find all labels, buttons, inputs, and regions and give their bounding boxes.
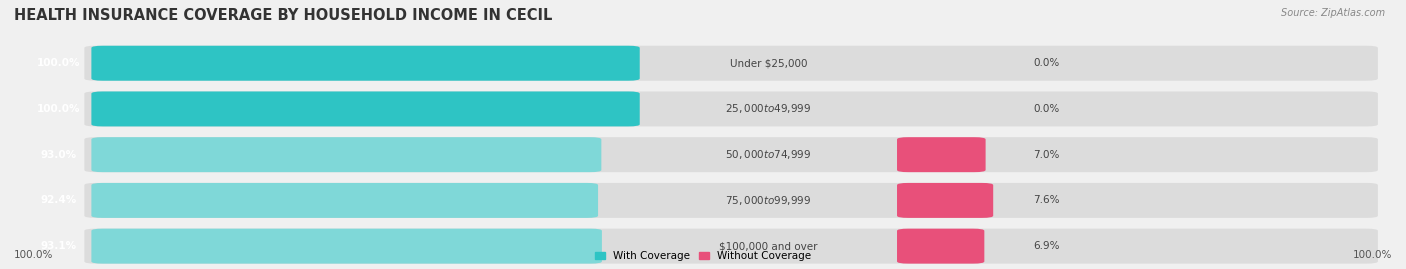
Text: $25,000 to $49,999: $25,000 to $49,999 xyxy=(725,102,811,115)
FancyBboxPatch shape xyxy=(91,229,602,264)
Text: 92.4%: 92.4% xyxy=(41,195,77,206)
FancyBboxPatch shape xyxy=(897,137,986,172)
FancyBboxPatch shape xyxy=(91,91,640,126)
Text: 7.0%: 7.0% xyxy=(1033,150,1060,160)
Text: 0.0%: 0.0% xyxy=(1033,104,1060,114)
FancyBboxPatch shape xyxy=(84,137,1378,172)
Text: 100.0%: 100.0% xyxy=(38,104,80,114)
Legend: With Coverage, Without Coverage: With Coverage, Without Coverage xyxy=(595,251,811,261)
FancyBboxPatch shape xyxy=(84,183,1378,218)
Text: $75,000 to $99,999: $75,000 to $99,999 xyxy=(725,194,811,207)
FancyBboxPatch shape xyxy=(91,183,598,218)
Text: 93.0%: 93.0% xyxy=(41,150,77,160)
FancyBboxPatch shape xyxy=(897,183,993,218)
FancyBboxPatch shape xyxy=(91,46,640,81)
Text: $100,000 and over: $100,000 and over xyxy=(718,241,818,251)
Text: 100.0%: 100.0% xyxy=(38,58,80,68)
Text: 6.9%: 6.9% xyxy=(1033,241,1060,251)
Text: Source: ZipAtlas.com: Source: ZipAtlas.com xyxy=(1281,8,1385,18)
Text: 100.0%: 100.0% xyxy=(1353,250,1392,260)
Text: HEALTH INSURANCE COVERAGE BY HOUSEHOLD INCOME IN CECIL: HEALTH INSURANCE COVERAGE BY HOUSEHOLD I… xyxy=(14,8,553,23)
FancyBboxPatch shape xyxy=(897,229,984,264)
Text: 100.0%: 100.0% xyxy=(14,250,53,260)
FancyBboxPatch shape xyxy=(84,229,1378,264)
Text: Under $25,000: Under $25,000 xyxy=(730,58,807,68)
FancyBboxPatch shape xyxy=(84,91,1378,126)
Text: $50,000 to $74,999: $50,000 to $74,999 xyxy=(725,148,811,161)
FancyBboxPatch shape xyxy=(84,46,1378,81)
Text: 93.1%: 93.1% xyxy=(41,241,77,251)
Text: 0.0%: 0.0% xyxy=(1033,58,1060,68)
FancyBboxPatch shape xyxy=(91,137,602,172)
Text: 7.6%: 7.6% xyxy=(1033,195,1060,206)
